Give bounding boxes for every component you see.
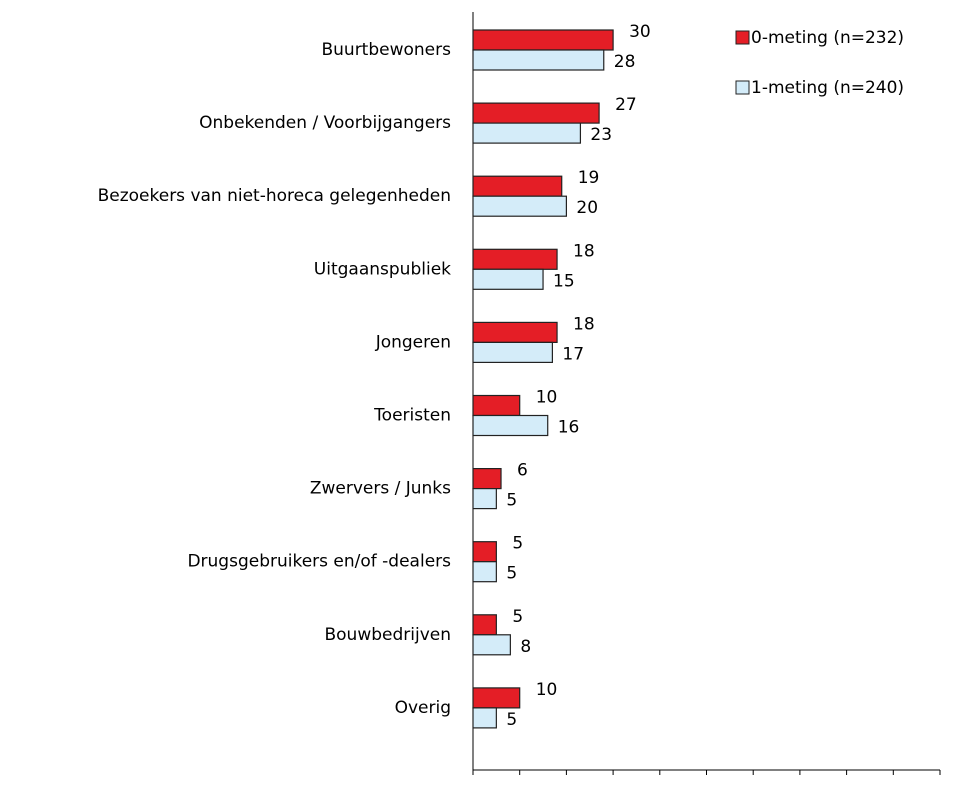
bar (472, 195, 568, 217)
value-label: 10 (536, 388, 558, 408)
bar (472, 634, 511, 656)
value-label: 27 (615, 95, 637, 115)
bar (472, 175, 563, 197)
value-label: 30 (629, 22, 651, 42)
bar (472, 561, 497, 583)
bar (472, 248, 558, 270)
value-label: 28 (614, 52, 636, 72)
y-tick-label: Jongeren (375, 332, 451, 352)
value-label: 17 (562, 344, 584, 364)
value-label: 5 (506, 710, 517, 730)
value-label: 19 (578, 168, 600, 188)
legend-label: 0-meting (n=232) (751, 28, 904, 48)
value-label: 5 (512, 607, 523, 627)
y-tick-label: Buurtbewoners (321, 40, 451, 60)
y-tick-label: Drugsgebruikers en/of -dealers (187, 552, 451, 572)
y-tick-label: Toeristen (373, 406, 451, 426)
bar (472, 687, 521, 709)
y-tick-label: Uitgaanspubliek (314, 259, 451, 279)
y-tick-label: Zwervers / Junks (310, 479, 451, 499)
legend-swatch (735, 30, 750, 45)
bar (472, 321, 558, 343)
value-label: 15 (553, 271, 575, 291)
y-tick-label: Bezoekers van niet-horeca gelegenheden (98, 186, 451, 206)
bar (472, 394, 521, 417)
bar (472, 29, 614, 51)
y-tick-label: Overig (395, 698, 451, 718)
bar (472, 268, 544, 290)
bar (472, 49, 605, 71)
y-tick-label: Bouwbedrijven (324, 625, 451, 645)
value-label: 18 (573, 314, 595, 334)
value-label: 8 (520, 637, 531, 657)
bar (472, 488, 497, 510)
bar (472, 102, 600, 124)
bar (472, 614, 497, 636)
value-label: 5 (512, 534, 523, 554)
value-label: 5 (506, 491, 517, 511)
bar (472, 707, 497, 729)
legend-swatch (735, 80, 750, 95)
value-label: 5 (506, 564, 517, 584)
legend-label: 1-meting (n=240) (751, 78, 904, 98)
bar (472, 414, 549, 437)
value-label: 18 (573, 241, 595, 261)
bar (472, 468, 502, 490)
value-label: 23 (590, 125, 612, 145)
bar (472, 122, 582, 144)
value-label: 10 (536, 680, 558, 700)
y-tick-label: Onbekenden / Voorbijgangers (199, 113, 451, 133)
value-label: 16 (558, 418, 580, 438)
bar (472, 541, 497, 563)
bar (472, 341, 553, 363)
value-label: 6 (517, 461, 528, 481)
value-label: 20 (576, 198, 598, 218)
